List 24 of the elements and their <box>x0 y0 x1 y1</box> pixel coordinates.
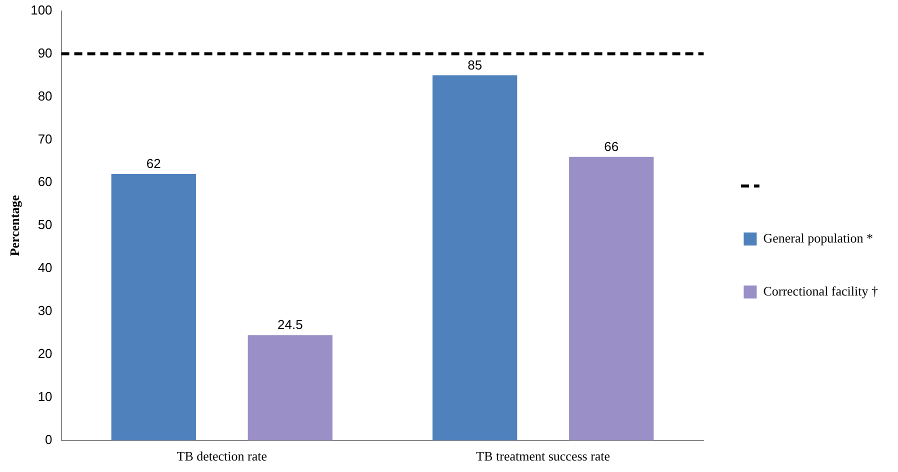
x-tick-label: TB treatment success rate <box>476 448 610 464</box>
data-label: 66 <box>604 138 619 154</box>
legend-label: Correctional facility † <box>763 283 878 298</box>
y-tick-label: 30 <box>38 303 52 318</box>
y-axis-title: Percentage <box>7 194 22 256</box>
bar <box>569 156 654 440</box>
data-label: 85 <box>468 57 482 72</box>
y-tick-label: 90 <box>38 45 52 60</box>
data-label: 24.5 <box>277 317 303 332</box>
y-tick-label: 80 <box>38 88 52 104</box>
y-tick-label: 20 <box>38 346 52 362</box>
y-tick-label: 50 <box>38 217 52 232</box>
y-tick-label: 10 <box>38 389 52 404</box>
legend-label: General population * <box>763 230 873 246</box>
y-tick-label: 40 <box>38 260 52 276</box>
data-label: 62 <box>146 156 161 172</box>
bar <box>111 174 196 440</box>
y-tick-label: 100 <box>30 2 52 18</box>
y-tick-label: 0 <box>45 432 52 447</box>
y-tick-label: 70 <box>38 131 52 146</box>
bar <box>248 335 332 440</box>
bar <box>432 75 518 440</box>
x-tick-label: TB detection rate <box>176 448 268 464</box>
y-tick-label: 60 <box>38 174 52 190</box>
